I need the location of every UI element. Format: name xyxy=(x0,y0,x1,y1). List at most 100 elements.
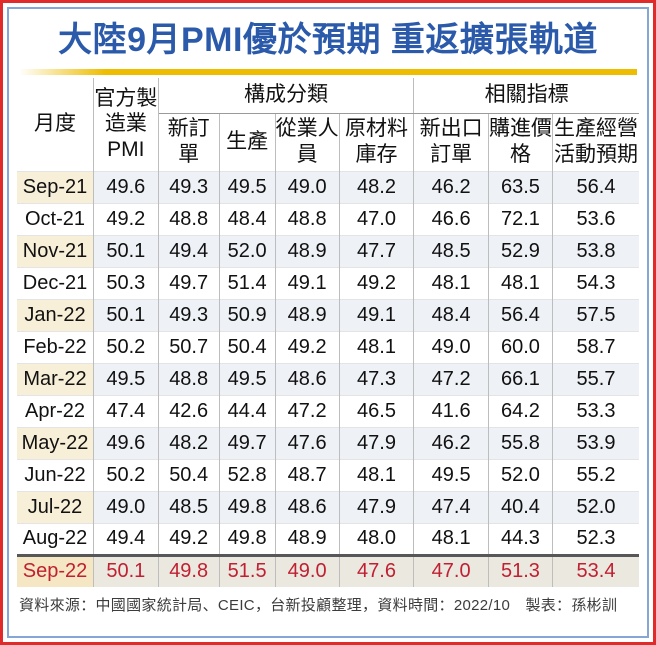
value-cell: 48.4 xyxy=(218,203,276,235)
value-cell: 63.5 xyxy=(487,171,553,203)
value-cell: 49.0 xyxy=(274,555,340,587)
table-row: Sep-22 50.1 49.8 51.5 49.0 47.6 47.0 51.3 53.4 xyxy=(17,555,639,587)
value-cell: 40.4 xyxy=(487,491,553,523)
value-cell: 52.0 xyxy=(218,235,276,267)
value-cell: 51.5 xyxy=(218,555,276,587)
value-cell: 50.1 xyxy=(93,299,159,331)
value-cell: 64.2 xyxy=(487,395,553,427)
month-cell: May-22 xyxy=(17,427,94,459)
value-cell: 48.1 xyxy=(413,267,489,299)
header-new-orders: 新訂單 xyxy=(158,113,220,171)
month-cell: Oct-21 xyxy=(17,203,94,235)
value-cell: 42.6 xyxy=(157,395,220,427)
table-row: Sep-21 49.6 49.3 49.5 49.0 48.2 46.2 63.5 56.4 xyxy=(17,171,639,203)
value-cell: 48.1 xyxy=(338,331,415,363)
value-cell: 41.6 xyxy=(413,395,489,427)
value-cell: 72.1 xyxy=(487,203,553,235)
value-cell: 47.9 xyxy=(338,491,415,523)
value-cell: 56.4 xyxy=(551,171,639,203)
value-cell: 46.2 xyxy=(413,171,489,203)
month-cell: Nov-21 xyxy=(17,235,94,267)
value-cell: 52.3 xyxy=(551,523,639,555)
value-cell: 51.4 xyxy=(218,267,276,299)
value-cell: 49.5 xyxy=(218,363,276,395)
header-group-composition: 構成分類 xyxy=(157,77,415,114)
value-cell: 46.5 xyxy=(338,395,415,427)
value-cell: 57.5 xyxy=(551,299,639,331)
value-cell: 55.7 xyxy=(551,363,639,395)
value-cell: 47.6 xyxy=(338,555,415,587)
value-cell: 49.5 xyxy=(413,459,489,491)
gold-accent-line xyxy=(19,68,637,75)
value-cell: 51.3 xyxy=(487,555,553,587)
value-cell: 46.2 xyxy=(413,427,489,459)
value-cell: 52.9 xyxy=(487,235,553,267)
value-cell: 60.0 xyxy=(487,331,553,363)
month-cell: Jan-22 xyxy=(17,299,94,331)
value-cell: 52.8 xyxy=(218,459,276,491)
value-cell: 48.1 xyxy=(413,523,489,555)
value-cell: 50.1 xyxy=(93,555,159,587)
table-row: May-22 49.6 48.2 49.7 47.6 47.9 46.2 55.8 53.9 xyxy=(17,427,639,459)
value-cell: 49.0 xyxy=(93,491,159,523)
value-cell: 48.4 xyxy=(413,299,489,331)
value-cell: 50.7 xyxy=(157,331,220,363)
value-cell: 49.0 xyxy=(413,331,489,363)
table-row: Jun-22 50.2 50.4 52.8 48.7 48.1 49.5 52.0 55.2 xyxy=(17,459,639,491)
value-cell: 53.3 xyxy=(551,395,639,427)
value-cell: 47.3 xyxy=(338,363,415,395)
value-cell: 47.2 xyxy=(413,363,489,395)
month-cell: Jun-22 xyxy=(17,459,94,491)
value-cell: 55.8 xyxy=(487,427,553,459)
value-cell: 47.9 xyxy=(338,427,415,459)
value-cell: 52.0 xyxy=(487,459,553,491)
value-cell: 47.4 xyxy=(93,395,159,427)
value-cell: 49.2 xyxy=(93,203,159,235)
value-cell: 47.6 xyxy=(274,427,340,459)
value-cell: 58.7 xyxy=(551,331,639,363)
header-group-related: 相關指標 xyxy=(413,77,639,114)
table-row: Nov-21 50.1 49.4 52.0 48.9 47.7 48.5 52.9 53.8 xyxy=(17,235,639,267)
header-new-export-orders: 新出口訂單 xyxy=(413,113,489,171)
value-cell: 49.5 xyxy=(218,171,276,203)
value-cell: 56.4 xyxy=(487,299,553,331)
table-row: Dec-21 50.3 49.7 51.4 49.1 49.2 48.1 48.1 54.3 xyxy=(17,267,639,299)
value-cell: 49.6 xyxy=(93,427,159,459)
value-cell: 49.4 xyxy=(157,235,220,267)
table-body: Sep-21 49.6 49.3 49.5 49.0 48.2 46.2 63.5 56.4 Oc… xyxy=(17,171,639,587)
header-raw-material-inventory: 原材料庫存 xyxy=(338,113,415,171)
table-row: Mar-22 49.5 48.8 49.5 48.6 47.3 47.2 66.1 55.7 xyxy=(17,363,639,395)
value-cell: 48.5 xyxy=(157,491,220,523)
header-employment: 從業人員 xyxy=(274,113,340,171)
value-cell: 48.9 xyxy=(274,523,340,555)
value-cell: 54.3 xyxy=(551,267,639,299)
value-cell: 49.0 xyxy=(274,171,340,203)
value-cell: 50.1 xyxy=(93,235,159,267)
value-cell: 53.4 xyxy=(551,555,639,587)
value-cell: 50.3 xyxy=(93,267,159,299)
value-cell: 47.0 xyxy=(338,203,415,235)
month-cell: Apr-22 xyxy=(17,395,94,427)
value-cell: 52.0 xyxy=(551,491,639,523)
value-cell: 48.1 xyxy=(487,267,553,299)
month-cell: Mar-22 xyxy=(17,363,94,395)
table-row: Aug-22 49.4 49.2 49.8 48.9 48.0 48.1 44.3 52.3 xyxy=(17,523,639,555)
value-cell: 50.4 xyxy=(218,331,276,363)
value-cell: 49.2 xyxy=(338,267,415,299)
value-cell: 49.2 xyxy=(274,331,340,363)
month-cell: Dec-21 xyxy=(17,267,94,299)
month-cell: Sep-21 xyxy=(17,171,94,203)
value-cell: 49.7 xyxy=(218,427,276,459)
value-cell: 53.6 xyxy=(551,203,639,235)
value-cell: 48.2 xyxy=(157,427,220,459)
value-cell: 48.9 xyxy=(274,235,340,267)
value-cell: 50.9 xyxy=(218,299,276,331)
value-cell: 47.4 xyxy=(413,491,489,523)
value-cell: 48.9 xyxy=(274,299,340,331)
header-official-pmi: 官方製造業PMI xyxy=(93,77,159,171)
table-header: 月度 官方製造業PMI 構成分類 相關指標 新訂單 生產 從業人員 原材料庫存 … xyxy=(17,77,639,171)
pmi-table: 月度 官方製造業PMI 構成分類 相關指標 新訂單 生產 從業人員 原材料庫存 … xyxy=(17,77,639,587)
value-cell: 49.1 xyxy=(274,267,340,299)
value-cell: 47.2 xyxy=(274,395,340,427)
